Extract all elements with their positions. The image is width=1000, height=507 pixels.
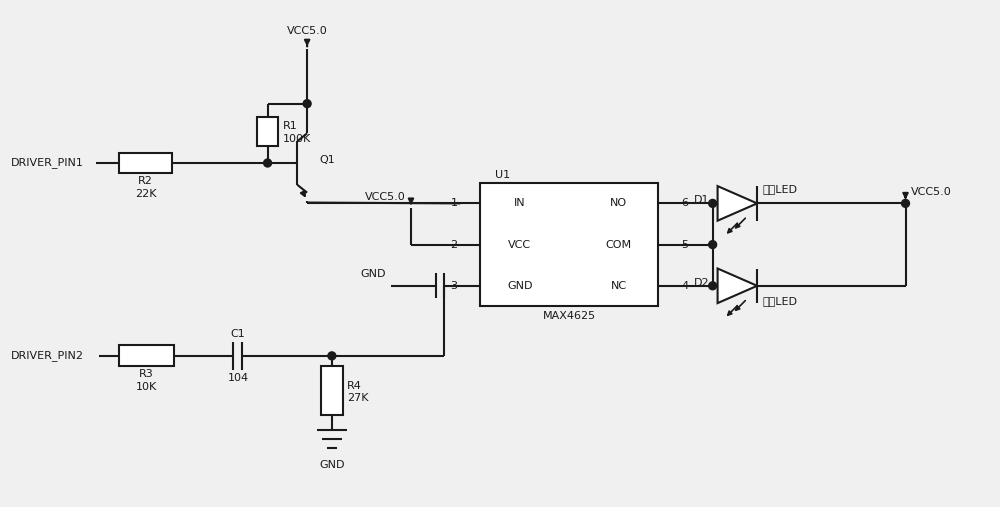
Text: R3: R3 [139, 369, 154, 379]
Text: MAX4625: MAX4625 [543, 311, 596, 321]
Bar [119, 153, 172, 173]
Text: IN: IN [514, 198, 526, 208]
Text: GND: GND [319, 460, 345, 469]
Text: R2: R2 [138, 176, 153, 186]
Text: NC: NC [611, 281, 627, 291]
Circle shape [709, 241, 717, 248]
Circle shape [709, 282, 717, 290]
Text: COM: COM [606, 240, 632, 249]
Text: 3: 3 [450, 281, 457, 291]
Text: VCC5.0: VCC5.0 [287, 26, 328, 37]
Text: GND: GND [361, 269, 386, 279]
Bar [321, 366, 343, 415]
Text: R4: R4 [347, 381, 362, 390]
Text: DRIVER_PIN1: DRIVER_PIN1 [10, 158, 83, 168]
Text: 蓝光LED: 蓝光LED [762, 184, 797, 194]
Text: VCC5.0: VCC5.0 [910, 187, 951, 197]
Circle shape [328, 352, 336, 360]
Circle shape [303, 100, 311, 107]
Text: VCC5.0: VCC5.0 [365, 192, 406, 202]
Text: NO: NO [610, 198, 627, 208]
Text: U1: U1 [495, 170, 510, 180]
Circle shape [709, 199, 717, 207]
Polygon shape [718, 186, 757, 221]
Bar [480, 183, 658, 306]
Polygon shape [718, 269, 757, 303]
Text: 6: 6 [681, 198, 688, 208]
Text: 104: 104 [227, 373, 248, 383]
Text: 10K: 10K [136, 382, 157, 391]
Circle shape [264, 159, 272, 167]
Text: 5: 5 [681, 240, 688, 249]
Text: DRIVER_PIN2: DRIVER_PIN2 [10, 350, 83, 361]
Circle shape [902, 199, 909, 207]
Text: Q1: Q1 [319, 155, 335, 165]
Text: 22K: 22K [135, 189, 156, 199]
Text: VCC: VCC [508, 240, 531, 249]
Bar [119, 345, 174, 366]
Text: 100K: 100K [282, 134, 311, 144]
Text: D1: D1 [694, 195, 710, 205]
Text: R1: R1 [282, 121, 297, 131]
Text: GND: GND [507, 281, 533, 291]
Text: 1: 1 [450, 198, 457, 208]
Bar [257, 117, 278, 146]
Text: 4: 4 [681, 281, 688, 291]
Text: C1: C1 [231, 329, 245, 339]
Text: 红光LED: 红光LED [762, 296, 797, 306]
Text: 27K: 27K [347, 393, 368, 404]
Text: 2: 2 [450, 240, 457, 249]
Text: D2: D2 [694, 278, 710, 288]
